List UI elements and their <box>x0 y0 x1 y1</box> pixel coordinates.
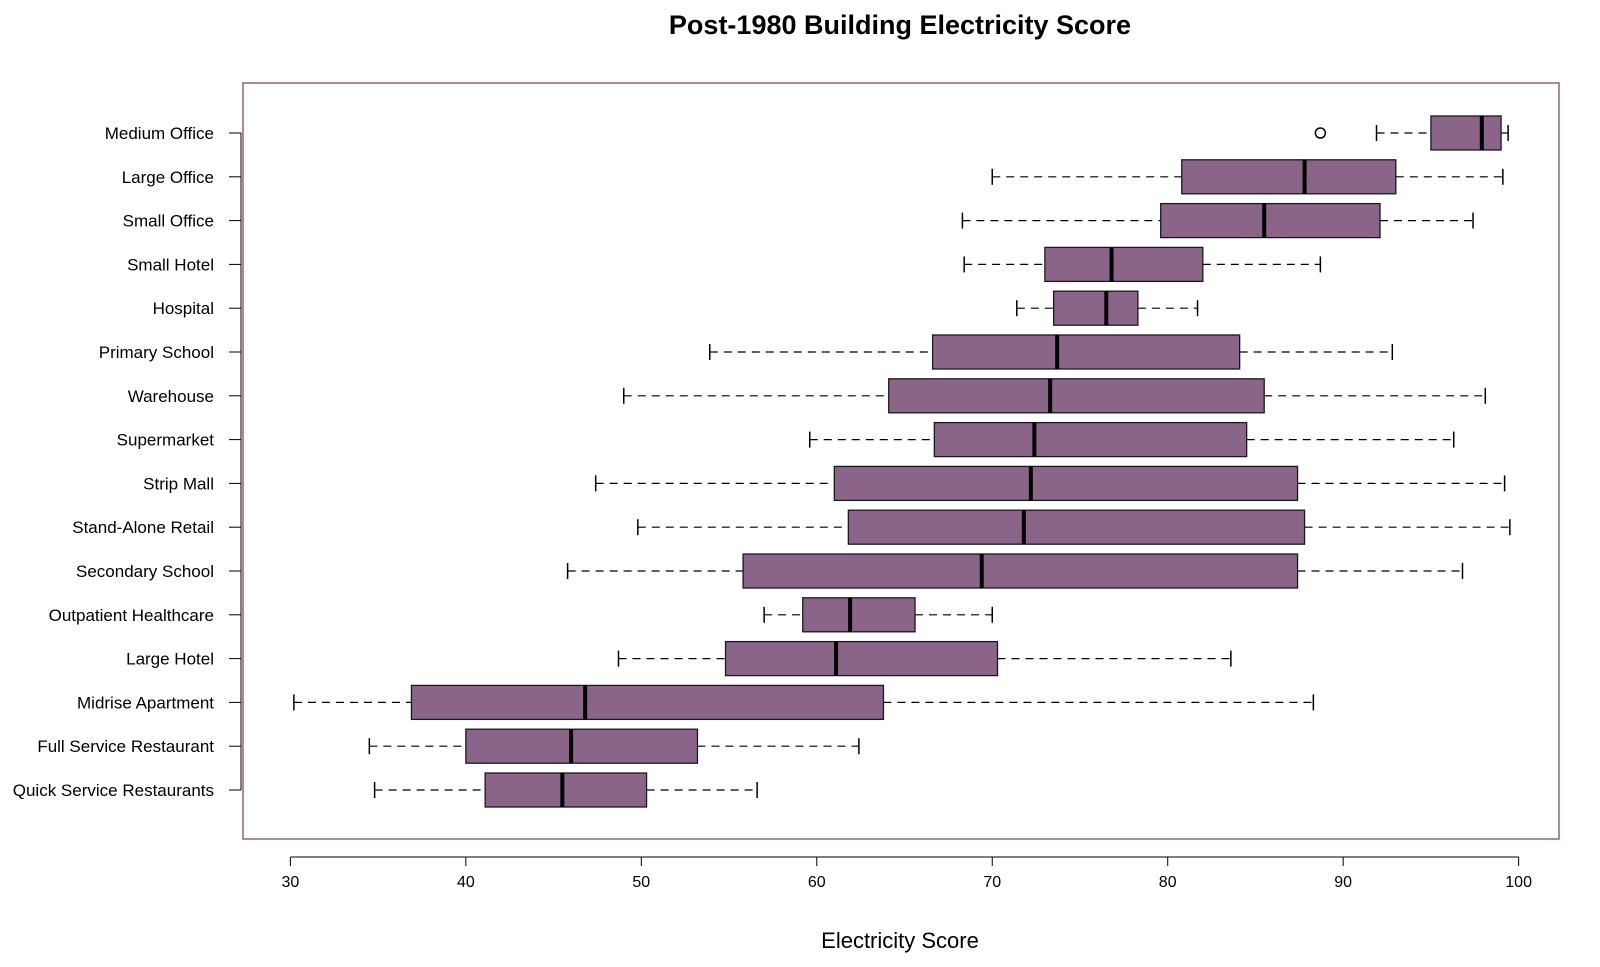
category-label: Small Office <box>123 212 214 231</box>
x-tick-label: 70 <box>983 874 1001 891</box>
iqr-box <box>1181 159 1397 195</box>
category-label: Warehouse <box>128 387 214 406</box>
plot-frame <box>242 82 1560 840</box>
chart-title: Post-1980 Building Electricity Score <box>669 10 1131 40</box>
x-tick-label: 40 <box>457 874 475 891</box>
category-label: Full Service Restaurant <box>37 737 214 756</box>
box-strip-mall <box>594 465 1506 502</box>
box-quick-service-restaurants <box>373 772 758 808</box>
box-full-service-restaurant <box>368 728 860 764</box>
iqr-box <box>724 640 999 677</box>
x-axis-label: Electricity Score <box>821 928 979 953</box>
category-label: Primary School <box>99 343 214 362</box>
iqr-box <box>742 553 1299 589</box>
x-tick-label: 30 <box>281 874 299 891</box>
iqr-box <box>847 509 1306 545</box>
category-label: Supermarket <box>117 431 215 450</box>
x-tick-label: 50 <box>632 874 650 891</box>
x-axis: 30 40 50 60 70 80 90 100 <box>281 856 1532 891</box>
category-label: Secondary School <box>76 562 214 581</box>
box-secondary-school <box>566 553 1464 589</box>
box-midrise-apartment <box>293 684 1315 721</box>
box-hospital <box>1016 290 1199 326</box>
box-small-office <box>961 202 1474 239</box>
category-label: Outpatient Healthcare <box>49 606 214 625</box>
iqr-box <box>888 378 1265 414</box>
iqr-box <box>484 772 648 808</box>
category-label: Large Hotel <box>126 650 214 669</box>
category-label: Hospital <box>153 299 214 318</box>
category-label: Midrise Apartment <box>77 693 214 712</box>
category-label: Small Hotel <box>127 255 214 274</box>
box-primary-school <box>708 334 1394 370</box>
iqr-box <box>1053 290 1139 326</box>
x-tick-label: 90 <box>1334 874 1352 891</box>
box-medium-office <box>1314 115 1509 151</box>
box-large-office <box>991 159 1504 195</box>
iqr-box <box>1044 246 1204 283</box>
x-tick-label: 60 <box>808 874 826 891</box>
x-tick-label: 80 <box>1159 874 1177 891</box>
category-label: Stand-Alone Retail <box>72 518 214 537</box>
category-label: Strip Mall <box>143 474 214 493</box>
box-outpatient-healthcare <box>763 597 993 633</box>
iqr-box <box>465 728 699 764</box>
iqr-box <box>833 465 1299 502</box>
iqr-box <box>1160 202 1381 239</box>
outlier-point <box>1314 127 1327 139</box>
category-label: Quick Service Restaurants <box>13 781 214 800</box>
iqr-box <box>931 334 1241 370</box>
iqr-box <box>933 421 1248 458</box>
category-label: Medium Office <box>105 124 214 143</box>
box-series <box>293 115 1511 808</box>
box-supermarket <box>809 421 1455 458</box>
iqr-box <box>802 597 916 633</box>
category-label: Large Office <box>122 168 214 187</box>
box-small-hotel <box>963 246 1322 283</box>
box-warehouse <box>623 378 1487 414</box>
iqr-box <box>1430 115 1502 151</box>
box-stand-alone-retail <box>637 509 1511 545</box>
y-axis: Medium Office Large Office Small Office Sma… <box>13 124 242 800</box>
x-tick-label: 100 <box>1505 874 1532 891</box>
box-large-hotel <box>617 640 1232 677</box>
iqr-box <box>410 684 885 721</box>
